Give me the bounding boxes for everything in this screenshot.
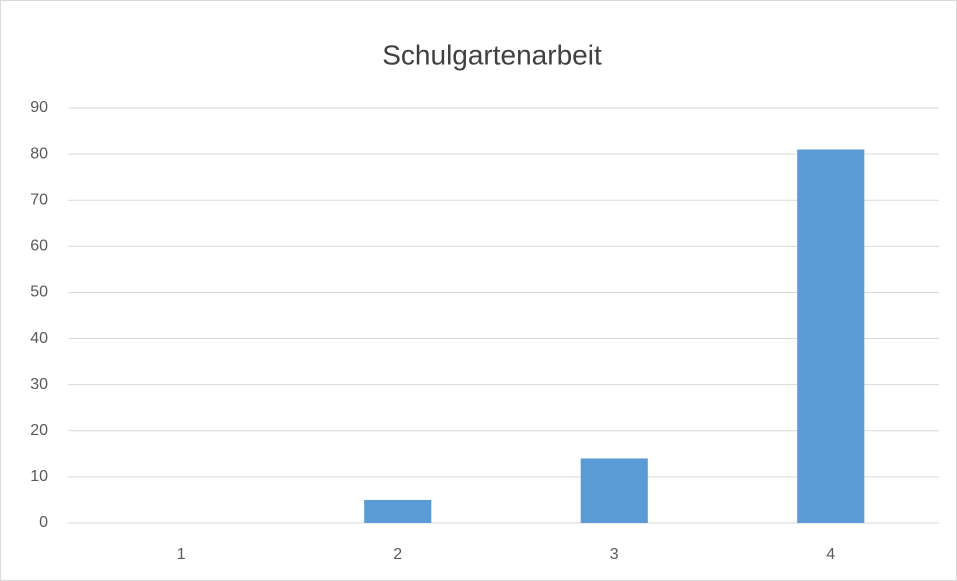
x-tick-label: 4 <box>826 546 835 563</box>
y-tick-label: 10 <box>30 468 48 485</box>
x-tick-label: 3 <box>610 546 619 563</box>
y-tick-label: 50 <box>30 284 48 301</box>
x-tick-label: 1 <box>177 546 186 563</box>
chart-title: Schulgartenarbeit <box>382 39 602 70</box>
bar <box>364 499 432 523</box>
y-tick-label: 60 <box>30 238 48 255</box>
y-tick-label: 30 <box>30 376 48 393</box>
y-tick-label: 40 <box>30 330 48 347</box>
x-tick-label: 2 <box>393 546 402 563</box>
y-tick-label: 0 <box>39 514 48 531</box>
y-tick-label: 20 <box>30 422 48 439</box>
bar <box>797 149 865 523</box>
y-tick-label: 70 <box>30 191 48 208</box>
y-tick-label: 80 <box>30 145 48 162</box>
y-tick-label: 90 <box>30 99 48 116</box>
bar <box>580 458 648 523</box>
